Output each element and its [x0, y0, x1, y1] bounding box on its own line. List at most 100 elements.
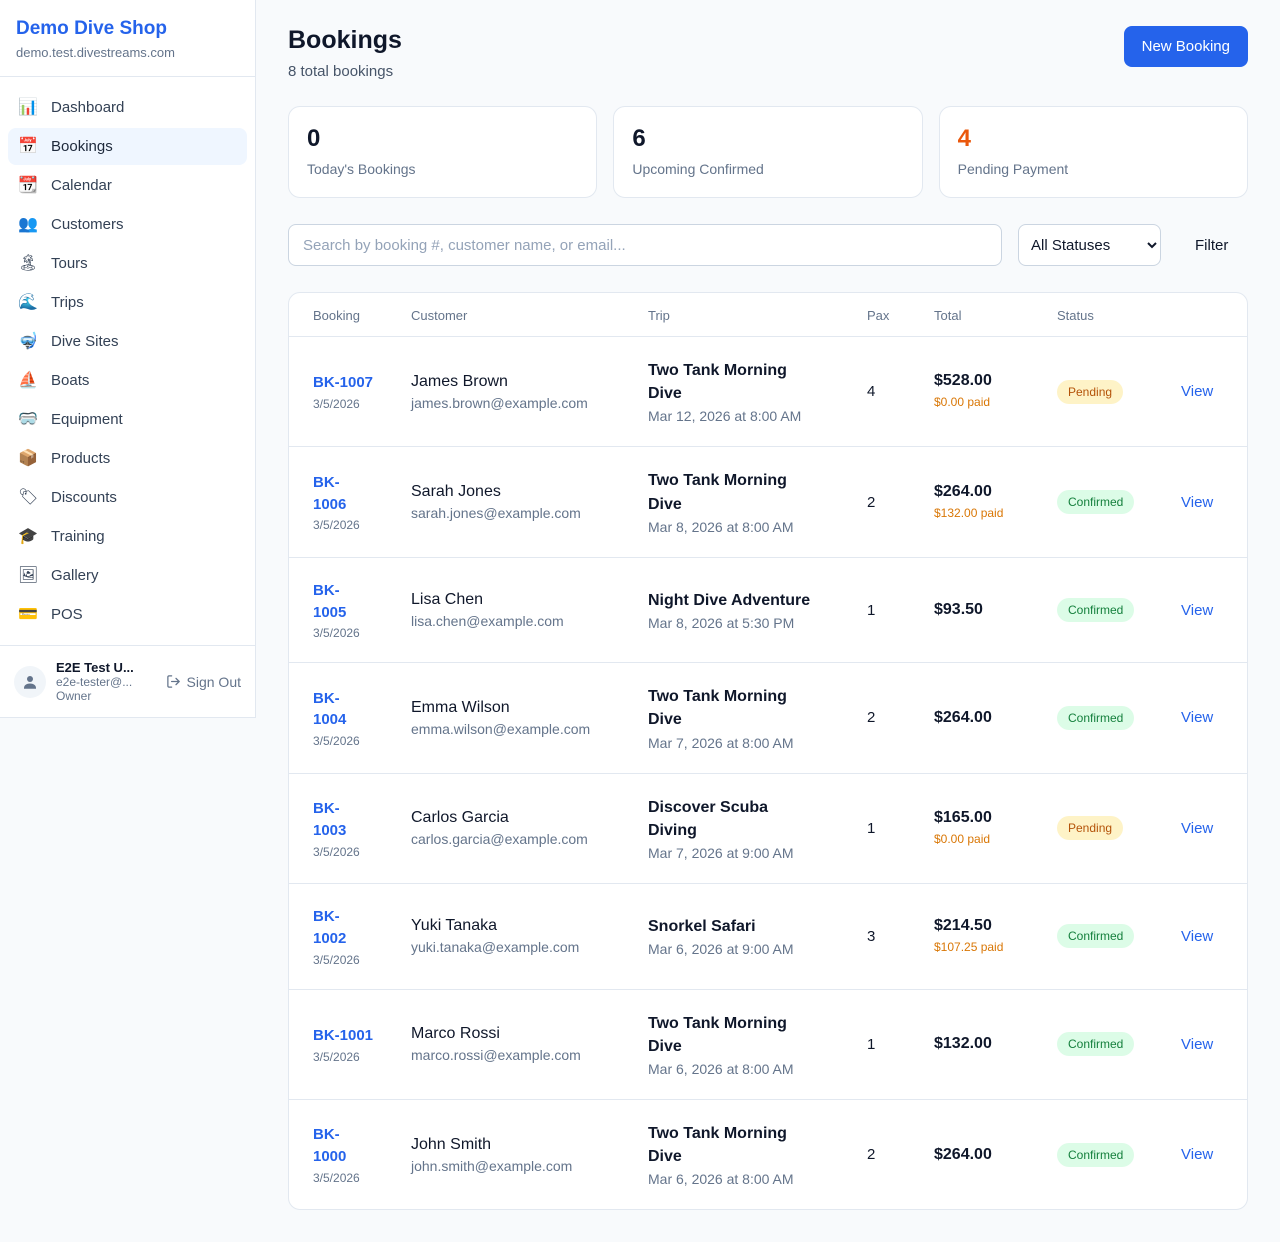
- sidebar-item-trips[interactable]: 🌊 Trips: [18, 293, 84, 311]
- page-subtitle: 8 total bookings: [288, 63, 394, 80]
- user-section: E2E Test U... e2e-tester@... Owner Sign …: [0, 645, 255, 717]
- trip-time: Mar 6, 2026 at 9:00 AM: [648, 941, 794, 958]
- user-icon: [24, 675, 36, 689]
- view-link[interactable]: View: [1181, 493, 1214, 511]
- paid-amount: $0.00 paid: [934, 831, 991, 846]
- shop-name: Demo Dive Shop: [16, 18, 167, 39]
- avatar: [14, 665, 46, 698]
- table-row: BK- 1000 3/5/2026 John Smith john.smith@…: [289, 1098, 1247, 1210]
- paid-amount: $0.00 paid: [934, 395, 991, 410]
- sidebar-item-equipment[interactable]: 🥽 Equipment: [18, 410, 123, 428]
- customer-email: marco.rossi@example.com: [411, 1047, 581, 1064]
- booking-date: 3/5/2026: [313, 626, 360, 641]
- sidebar-item-customers[interactable]: 👥 Customers: [18, 215, 124, 233]
- shop-domain: demo.test.divestreams.com: [16, 45, 175, 60]
- view-link[interactable]: View: [1181, 601, 1214, 619]
- stat-label: Pending Payment: [957, 161, 1069, 177]
- trip-time: Mar 8, 2026 at 5:30 PM: [648, 615, 795, 632]
- view-link[interactable]: View: [1181, 383, 1214, 401]
- sidebar-item-training[interactable]: 🎓 Training: [18, 527, 105, 545]
- view-link[interactable]: View: [1181, 709, 1214, 727]
- stat-label: Upcoming Confirmed: [632, 161, 764, 177]
- search-input[interactable]: [288, 224, 1002, 266]
- customers-icon: 👥: [18, 215, 38, 233]
- status-badge: Pending: [1057, 379, 1124, 404]
- view-link[interactable]: View: [1181, 1146, 1214, 1164]
- training-icon: 🎓: [18, 527, 38, 545]
- customer-email: lisa.chen@example.com: [411, 613, 564, 629]
- trip-name: Night Dive Adventure: [648, 591, 811, 609]
- stat-card-upcoming-confirmed: 6 Upcoming Confirmed: [613, 106, 923, 198]
- status-badge: Confirmed: [1057, 490, 1135, 515]
- column-header-actions: [1171, 293, 1247, 336]
- paid-amount: $107.25 paid: [934, 939, 1004, 954]
- new-booking-button[interactable]: New Booking: [1123, 26, 1248, 67]
- pax-count: 3: [867, 927, 876, 945]
- table-row: BK- 1006 3/5/2026 Sarah Jones sarah.jone…: [289, 446, 1247, 558]
- sign-out-label: Sign Out: [186, 673, 241, 690]
- booking-number-link[interactable]: BK-1001: [313, 1026, 374, 1044]
- user-info: E2E Test U... e2e-tester@... Owner: [56, 660, 156, 703]
- status-badge: Pending: [1057, 816, 1124, 841]
- column-header-pax: Pax: [867, 308, 890, 323]
- trip-name: Two Tank Morning Dive: [648, 1124, 787, 1166]
- sidebar-item-dive-sites[interactable]: 🤿 Dive Sites: [18, 332, 119, 350]
- products-icon: 📦: [18, 449, 38, 467]
- customer-email: sarah.jones@example.com: [411, 505, 581, 522]
- filter-button[interactable]: Filter: [1181, 227, 1242, 264]
- sidebar-item-discounts[interactable]: 🏷 Discounts: [18, 488, 117, 506]
- booking-number-link[interactable]: BK- 1002: [313, 908, 347, 947]
- booking-number-link[interactable]: BK- 1003: [313, 800, 347, 839]
- view-link[interactable]: View: [1181, 819, 1214, 837]
- pax-count: 4: [867, 383, 876, 401]
- stat-value: 4: [957, 125, 972, 152]
- booking-number-link[interactable]: BK- 1006: [313, 473, 347, 513]
- booking-number-link[interactable]: BK- 1005: [313, 581, 347, 621]
- trip-name: Snorkel Safari: [648, 918, 756, 936]
- status-badge: Confirmed: [1057, 1142, 1135, 1167]
- customer-email: emma.wilson@example.com: [411, 720, 591, 737]
- stat-card-todays-bookings: 0 Today's Bookings: [288, 106, 598, 198]
- customer-name: Sarah Jones: [411, 483, 501, 501]
- sidebar-item-gallery[interactable]: 🖼 Gallery: [18, 566, 99, 584]
- view-link[interactable]: View: [1181, 1035, 1214, 1053]
- sidebar: Demo Dive Shop demo.test.divestreams.com…: [0, 0, 256, 718]
- sidebar-item-boats[interactable]: ⛵ Boats: [18, 371, 90, 389]
- trip-time: Mar 12, 2026 at 8:00 AM: [648, 408, 802, 425]
- trip-time: Mar 8, 2026 at 8:00 AM: [648, 518, 794, 535]
- trip-time: Mar 6, 2026 at 8:00 AM: [648, 1060, 794, 1077]
- sidebar-item-products[interactable]: 📦 Products: [18, 449, 111, 467]
- sidebar-item-calendar[interactable]: 📆 Calendar: [18, 176, 112, 194]
- booking-number-link[interactable]: BK- 1004: [313, 689, 347, 729]
- booking-date: 3/5/2026: [313, 952, 360, 967]
- customer-name: Yuki Tanaka: [411, 917, 497, 935]
- calendar-icon: 📆: [18, 176, 38, 194]
- sign-out-button[interactable]: Sign Out: [166, 674, 241, 690]
- booking-number-link[interactable]: BK-1007: [313, 374, 374, 392]
- customer-email: carlos.garcia@example.com: [411, 831, 588, 848]
- paid-amount: $132.00 paid: [934, 505, 1004, 520]
- status-badge: Confirmed: [1057, 924, 1135, 949]
- booking-number-link[interactable]: BK- 1000: [313, 1126, 347, 1166]
- column-header-trip: Trip: [648, 308, 670, 323]
- status-badge: Confirmed: [1057, 1032, 1135, 1057]
- user-email: e2e-tester@...: [56, 675, 133, 689]
- sidebar-item-pos[interactable]: 💳 POS: [18, 605, 83, 623]
- trip-name: Two Tank Morning Dive: [648, 1014, 787, 1055]
- customer-name: John Smith: [411, 1135, 492, 1153]
- pax-count: 1: [867, 819, 876, 837]
- customer-name: Marco Rossi: [411, 1025, 500, 1043]
- booking-date: 3/5/2026: [313, 397, 360, 412]
- sidebar-item-bookings[interactable]: 📅 Bookings: [8, 128, 247, 165]
- sidebar-item-dashboard[interactable]: 📊 Dashboard: [18, 98, 125, 116]
- sidebar-item-tours[interactable]: 🏝 Tours: [18, 254, 88, 272]
- booking-date: 3/5/2026: [313, 518, 360, 533]
- trip-time: Mar 6, 2026 at 8:00 AM: [648, 1171, 794, 1188]
- table-row: BK- 1002 3/5/2026 Yuki Tanaka yuki.tanak…: [289, 883, 1247, 989]
- view-link[interactable]: View: [1181, 927, 1214, 945]
- sidebar-nav: 📊 Dashboard 📅 Bookings 📆 Calendar 👥 Cust…: [0, 77, 255, 645]
- status-badge: Confirmed: [1057, 705, 1135, 730]
- status-select[interactable]: All Statuses: [1018, 224, 1161, 266]
- bookings-table-card: Booking Customer Trip Pax Total Status B…: [288, 292, 1248, 1211]
- column-header-customer: Customer: [411, 308, 468, 323]
